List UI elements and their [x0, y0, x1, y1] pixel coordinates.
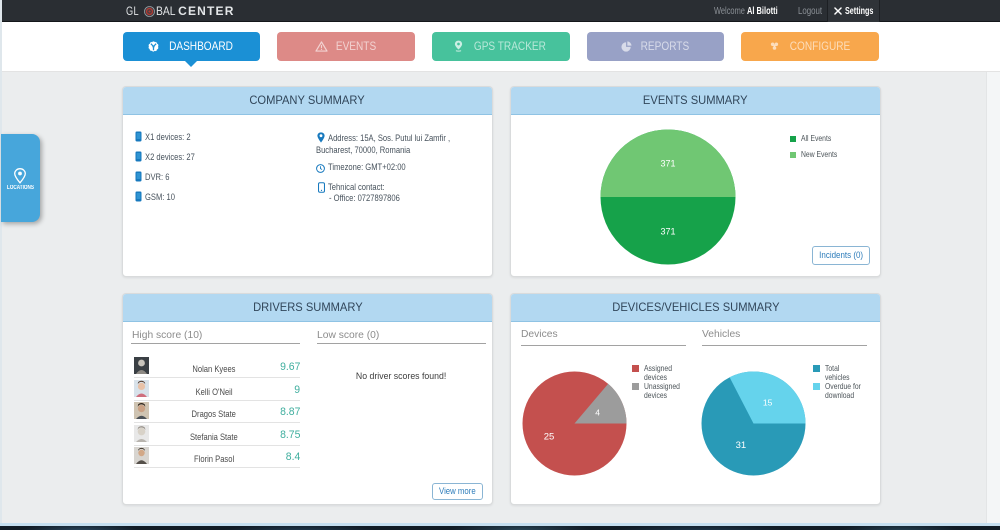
svg-text:371: 371: [660, 226, 675, 236]
svg-text:25: 25: [544, 431, 555, 442]
svg-text:31: 31: [736, 440, 747, 451]
svg-text:15: 15: [763, 398, 773, 408]
svg-text:4: 4: [595, 407, 600, 417]
svg-text:371: 371: [660, 158, 675, 168]
